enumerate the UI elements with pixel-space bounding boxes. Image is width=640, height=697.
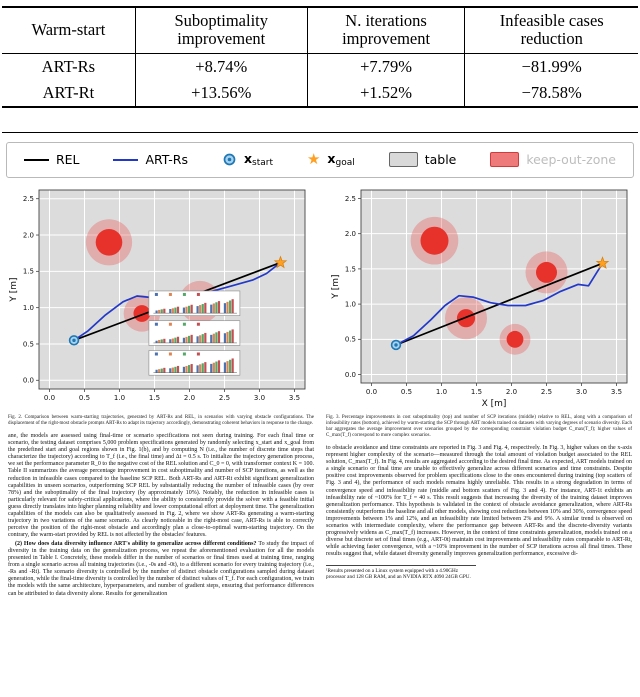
legend-item-art-rs: ART-Rs xyxy=(113,152,188,167)
figure3-caption: Fig. 3. Percentage improvements in cost … xyxy=(326,414,632,438)
col-header-infeasible: Infeasible cases reduction xyxy=(464,7,638,54)
legend-label: keep-out-zone xyxy=(526,152,616,168)
col-header-warm-start: Warm-start xyxy=(2,7,136,54)
svg-text:2.0: 2.0 xyxy=(23,231,34,239)
cell-value: +13.56% xyxy=(134,79,308,107)
cell-value: −81.99% xyxy=(464,53,638,80)
svg-text:Y [m]: Y [m] xyxy=(9,277,19,302)
start-marker-icon xyxy=(223,154,236,166)
svg-text:2.5: 2.5 xyxy=(541,388,552,396)
section-divider xyxy=(2,131,638,133)
x-goal-symbol: x xyxy=(327,151,336,167)
x-start-symbol: x xyxy=(243,151,253,167)
keep-out-zone-patch-icon xyxy=(490,152,520,168)
svg-text:Y [m]: Y [m] xyxy=(331,274,341,299)
svg-text:1.0: 1.0 xyxy=(436,388,447,396)
svg-text:0.0: 0.0 xyxy=(366,388,377,396)
row-label: ART-Rt xyxy=(42,82,95,102)
table-row: ART-Rs +8.74% +7.79% −81.99% xyxy=(2,53,638,80)
footnote: ¹Results presented on a Linux system equ… xyxy=(326,564,476,580)
svg-text:2.5: 2.5 xyxy=(219,394,230,402)
svg-text:1.0: 1.0 xyxy=(345,300,356,308)
rel-line-icon xyxy=(23,158,49,161)
svg-text:2.0: 2.0 xyxy=(184,394,195,402)
svg-text:1.5: 1.5 xyxy=(345,265,356,273)
paragraph-text: To study the impact of diversity in the … xyxy=(8,540,314,597)
legend-item-x-start: xstart xyxy=(222,151,273,168)
svg-text:X [m]: X [m] xyxy=(482,399,507,409)
legend-item-keep-out-zone: keep-out-zone xyxy=(490,152,616,168)
svg-text:3.5: 3.5 xyxy=(611,388,622,396)
left-column: Fig. 2. Comparison between warm-starting… xyxy=(8,415,314,599)
figure2-caption: Fig. 2. Comparison between warm-starting… xyxy=(8,414,314,426)
svg-text:0.0: 0.0 xyxy=(44,394,55,402)
svg-text:2.5: 2.5 xyxy=(345,195,356,203)
svg-text:0.5: 0.5 xyxy=(345,336,356,344)
svg-text:1.0: 1.0 xyxy=(114,394,125,402)
svg-text:1.5: 1.5 xyxy=(23,268,34,276)
table-row: ART-Rt +13.56% +1.52% −78.58% xyxy=(2,79,638,107)
svg-text:0.0: 0.0 xyxy=(345,371,356,379)
fig2-left-trajectory-plot: 0.0 0.5 1.0 1.5 2.0 2.5 3.0 3.5 0.0 0.5 1.0 1.5 2.0 2… xyxy=(9,189,306,402)
paragraph: ane, the models are assessed using final… xyxy=(8,432,314,539)
right-body-text: to obstacle avoidance and time constrain… xyxy=(326,445,632,560)
figure2-plots: 0.0 0.5 1.0 1.5 2.0 2.5 3.0 3.5 0.0 0.5 1.0 1.5 2.0 2… xyxy=(0,184,640,410)
legend-item-rel: REL xyxy=(23,152,80,168)
legend-label: xstart xyxy=(244,151,273,168)
left-body-text: ane, the models are assessed using final… xyxy=(8,433,314,599)
svg-text:1.0: 1.0 xyxy=(23,304,34,312)
goal-star-icon: ★ xyxy=(306,150,321,169)
x-start-subscript: start xyxy=(252,158,274,169)
svg-text:2.0: 2.0 xyxy=(345,230,356,238)
svg-text:2.5: 2.5 xyxy=(23,195,34,203)
svg-text:0.5: 0.5 xyxy=(79,394,90,402)
svg-text:2.0: 2.0 xyxy=(506,388,517,396)
paragraph: (2) How does data diversity influence AR… xyxy=(8,541,314,598)
col-header-iterations: N. iterations improvement xyxy=(306,7,465,54)
svg-text:3.0: 3.0 xyxy=(576,388,587,396)
results-table: Warm-start Suboptimality improvement N. … xyxy=(2,6,638,108)
paragraph: to obstacle avoidance and time constrain… xyxy=(326,444,632,558)
fig2-right-trajectory-plot: 0.0 0.5 1.0 1.5 2.0 2.5 3.0 3.5 0.0 0.5 1.0 1.5 2.0 2… xyxy=(331,189,628,409)
svg-text:0.0: 0.0 xyxy=(23,377,34,385)
figure-legend: REL ART-Rs xstart ★ xgoal table keep-out… xyxy=(6,141,634,178)
table-patch-icon xyxy=(388,152,418,168)
cell-value: +7.79% xyxy=(306,53,465,80)
legend-item-x-goal: ★ xgoal xyxy=(307,151,355,168)
art-rs-line-icon xyxy=(113,158,139,161)
legend-label: table xyxy=(424,152,457,168)
row-label: ART-Rs xyxy=(41,56,96,76)
col-header-suboptimality: Suboptimality improvement xyxy=(134,7,308,54)
svg-text:1.5: 1.5 xyxy=(149,394,160,402)
svg-text:0.5: 0.5 xyxy=(401,388,412,396)
footnote-text: ¹Results presented on a Linux system equ… xyxy=(326,567,471,580)
text-columns: Fig. 2. Comparison between warm-starting… xyxy=(0,415,640,599)
x-goal-subscript: goal xyxy=(335,158,355,169)
svg-text:0.5: 0.5 xyxy=(23,340,34,348)
cell-value: −78.58% xyxy=(464,79,638,107)
legend-label: xgoal xyxy=(327,151,354,168)
cell-value: +1.52% xyxy=(306,79,465,107)
right-column: Fig. 3. Percentage improvements in cost … xyxy=(326,415,632,599)
svg-text:3.5: 3.5 xyxy=(289,394,300,402)
svg-text:1.5: 1.5 xyxy=(471,388,482,396)
legend-label: REL xyxy=(55,152,80,168)
cell-value: +8.74% xyxy=(134,53,308,80)
legend-label: ART-Rs xyxy=(145,152,189,168)
research-question: (2) How does data diversity influence AR… xyxy=(15,540,257,547)
legend-item-table: table xyxy=(388,152,457,168)
svg-text:3.0: 3.0 xyxy=(254,394,265,402)
paper-page: Warm-start Suboptimality improvement N. … xyxy=(0,6,640,697)
